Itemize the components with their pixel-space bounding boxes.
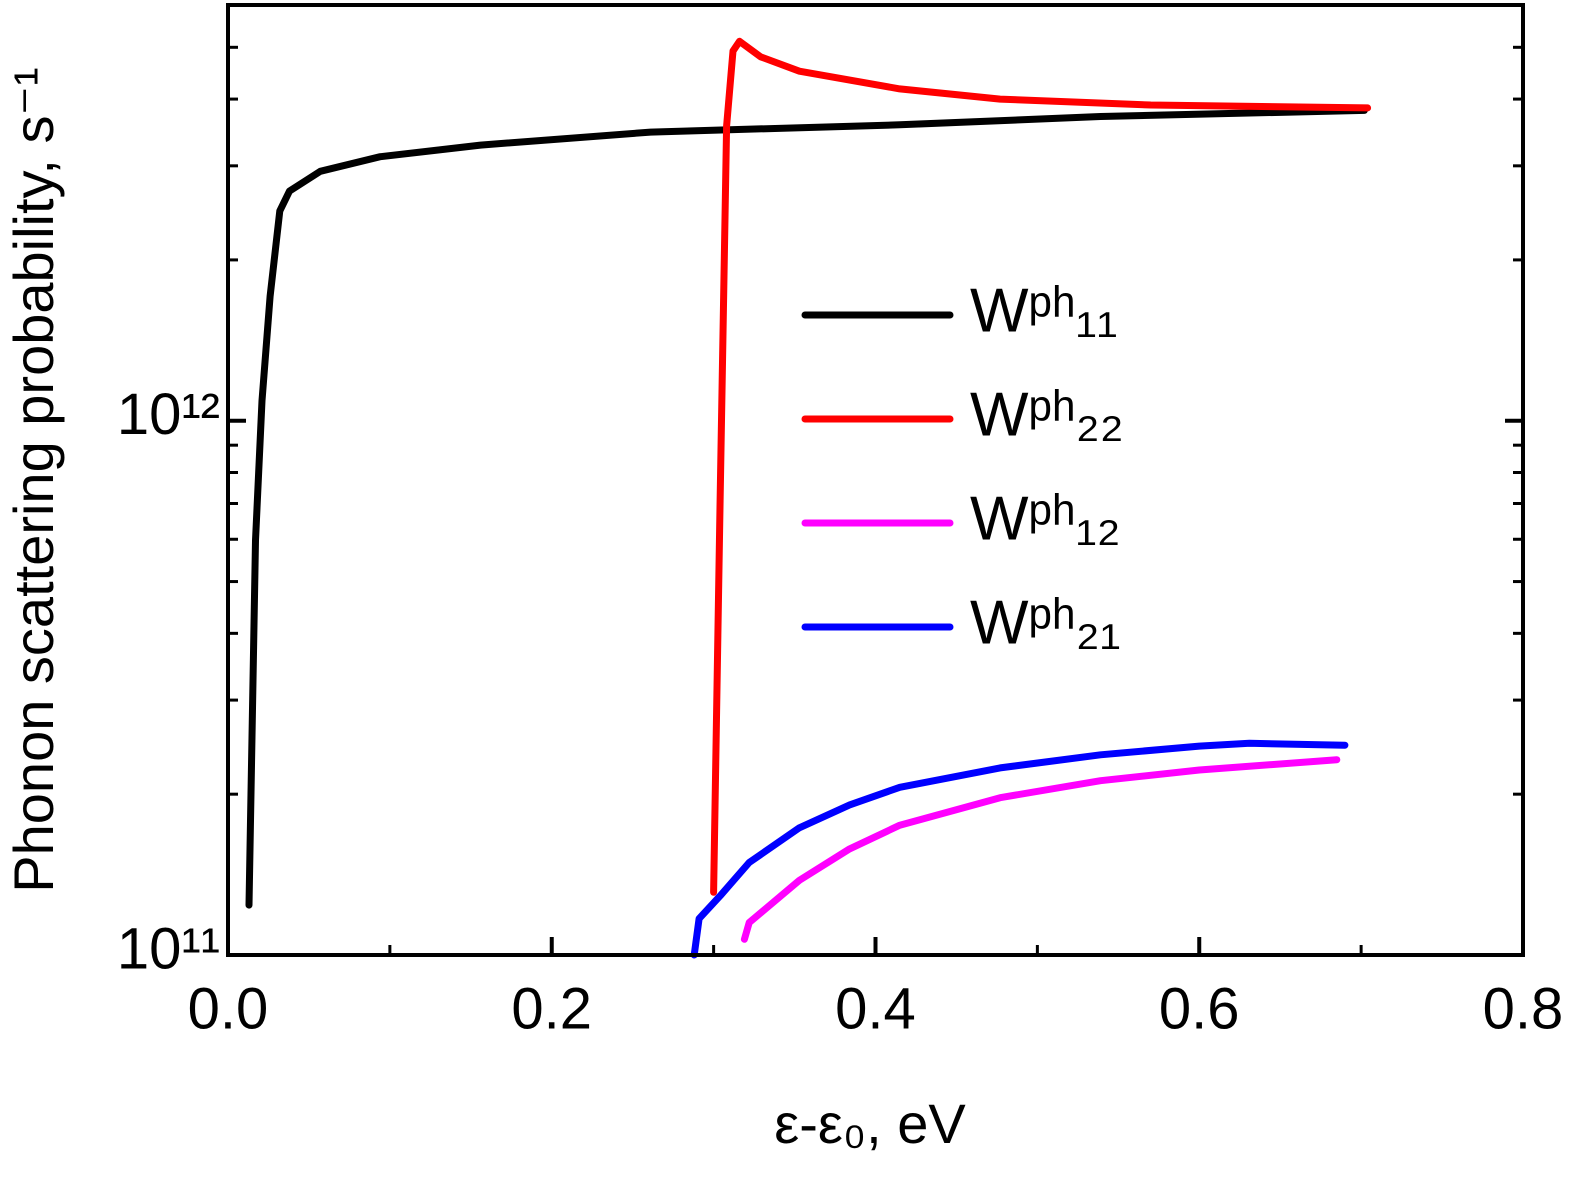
x-tick-label: 0.8 bbox=[1483, 976, 1564, 1041]
plot-frame bbox=[226, 3, 1525, 957]
legend-label: Wᵖʰ₁₂ bbox=[970, 484, 1121, 553]
legend-label: Wᵖʰ₂₂ bbox=[970, 380, 1124, 449]
legend-label: Wᵖʰ₂₁ bbox=[970, 588, 1121, 657]
data-line bbox=[740, 756, 1341, 943]
x-axis-label: ε-ε₀, eV bbox=[774, 1092, 966, 1155]
x-tick-label: 0.0 bbox=[188, 976, 269, 1041]
data-line bbox=[710, 37, 1372, 896]
x-tick-label: 0.4 bbox=[835, 976, 916, 1041]
x-tick-label: 0.2 bbox=[511, 976, 592, 1041]
y-axis-label: Phonon scattering probability, s⁻¹ bbox=[2, 67, 65, 892]
data-line bbox=[690, 739, 1349, 959]
x-tick-label: 0.6 bbox=[1159, 976, 1240, 1041]
legend-label: Wᵖʰ₁₁ bbox=[970, 276, 1118, 345]
data-line bbox=[245, 106, 1368, 909]
y-tick-label: 10¹² bbox=[117, 382, 220, 447]
y-tick-label: 10¹¹ bbox=[117, 916, 220, 981]
